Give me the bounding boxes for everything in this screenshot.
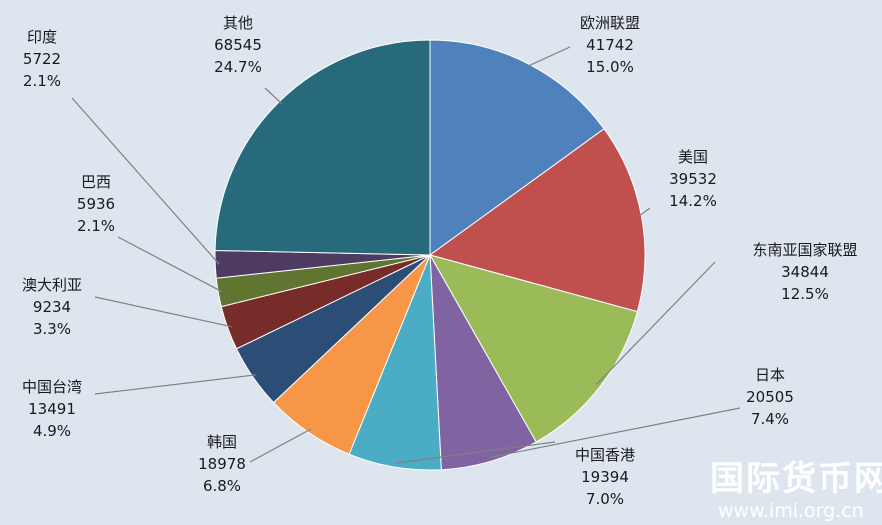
slice-label-value: 34844 — [781, 263, 829, 281]
slice-label-percent: 15.0% — [586, 58, 634, 76]
slice-label-percent: 2.1% — [77, 217, 115, 235]
slice-label-percent: 14.2% — [669, 192, 717, 210]
slice-label-percent: 4.9% — [33, 422, 71, 440]
pie-slice — [428, 254, 639, 443]
slice-label-name: 巴西 — [81, 173, 111, 191]
slice-label-name: 澳大利亚 — [22, 276, 82, 294]
pie-slice — [428, 128, 646, 313]
leader-lines — [71, 46, 741, 464]
slice-label-name: 其他 — [223, 14, 253, 32]
leader-line — [71, 97, 220, 265]
slice-label-value: 68545 — [214, 36, 262, 54]
leader-line — [249, 428, 312, 463]
watermark-url: www.imi.org.cn — [718, 500, 864, 522]
slice-label-value: 39532 — [669, 170, 717, 188]
slice-label-value: 5936 — [77, 195, 115, 213]
slice-label-value: 5722 — [23, 50, 61, 68]
slice-label-percent: 12.5% — [781, 285, 829, 303]
leader-line — [525, 46, 571, 68]
pie-slice — [429, 254, 537, 471]
slice-label-percent: 7.0% — [586, 490, 624, 508]
pie-slice — [429, 39, 605, 256]
slice-label-name: 日本 — [755, 366, 785, 384]
leader-line — [637, 207, 651, 218]
leader-line — [117, 236, 223, 293]
leader-line — [94, 374, 257, 395]
slice-label-value: 9234 — [33, 298, 71, 316]
slice-label-name: 韩国 — [207, 433, 237, 451]
slice-label-percent: 24.7% — [214, 58, 262, 76]
watermark: 国际货币网 www.imi.org.cn — [710, 459, 882, 522]
slice-label-percent: 3.3% — [33, 320, 71, 338]
pie-slices — [214, 39, 646, 471]
slice-label-name: 中国台湾 — [22, 378, 82, 396]
slice-label-percent: 7.4% — [751, 410, 789, 428]
slice-label-value: 18978 — [198, 455, 246, 473]
slice-label-percent: 6.8% — [203, 477, 241, 495]
slice-label-name: 美国 — [678, 148, 708, 166]
slice-label-value: 41742 — [586, 36, 634, 54]
leader-line — [596, 261, 716, 385]
slice-label-percent: 2.1% — [23, 72, 61, 90]
slice-label-name: 印度 — [27, 28, 57, 46]
slice-label-name: 欧洲联盟 — [580, 14, 640, 32]
data-labels: 欧洲联盟 41742 15.0% 美国 39532 14.2% 东南亚国家联盟 34844 12… — [22, 14, 858, 508]
watermark-logo-text: 国际货币网 — [710, 459, 882, 499]
slice-label-value: 13491 — [28, 400, 76, 418]
leader-line — [489, 407, 741, 459]
leader-line — [264, 87, 283, 105]
slice-label-name: 东南亚国家联盟 — [752, 241, 857, 259]
slice-label-name: 中国香港 — [575, 446, 635, 464]
leader-line — [94, 296, 232, 328]
leader-line — [395, 441, 556, 464]
slice-label-value: 19394 — [581, 468, 629, 486]
slice-label-value: 20505 — [746, 388, 794, 406]
